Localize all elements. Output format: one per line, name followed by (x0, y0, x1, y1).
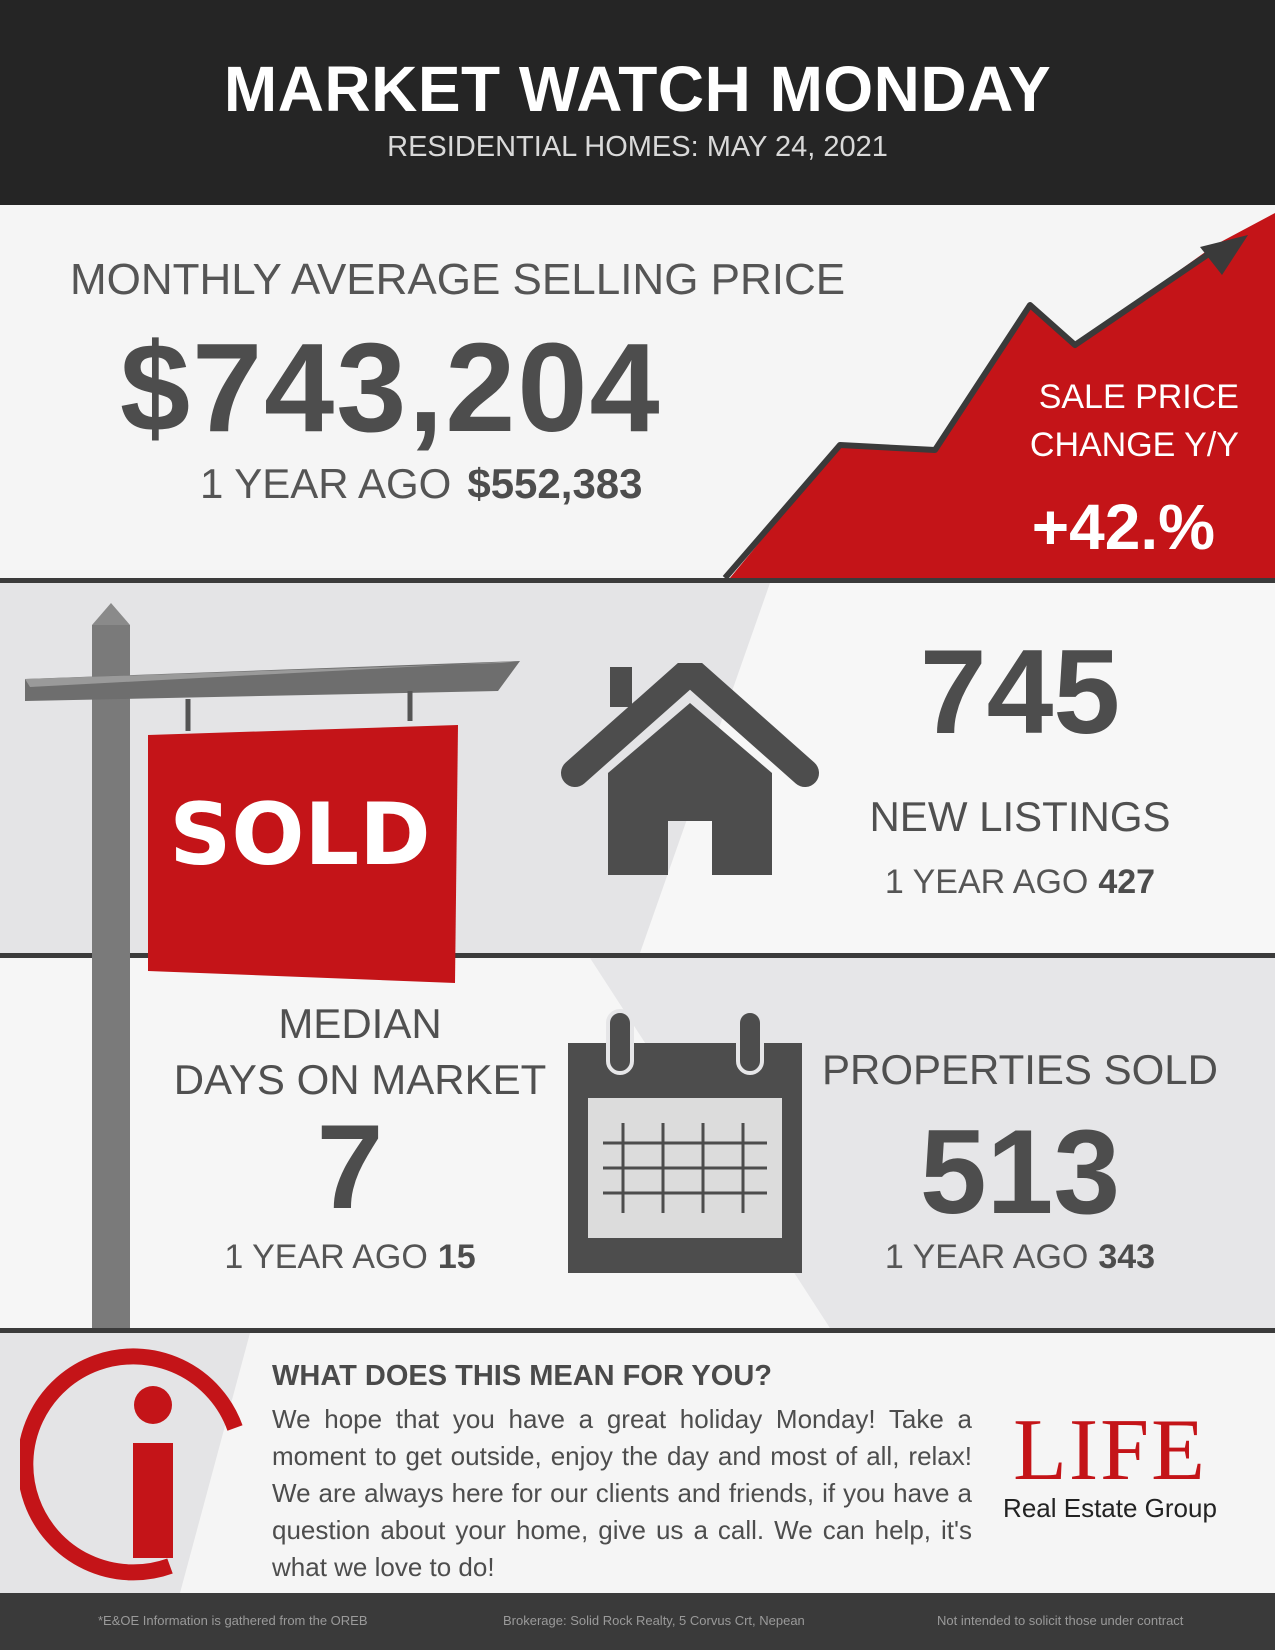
avg-price-ago: 1 YEAR AGO $552,383 (200, 460, 643, 508)
median-days-ago-label: 1 YEAR AGO (224, 1238, 428, 1276)
median-days-label-line2: DAYS ON MARKET (173, 1056, 547, 1103)
sale-change-label-line1: SALE PRICE (1038, 378, 1239, 416)
info-title: WHAT DOES THIS MEAN FOR YOU? (272, 1360, 772, 1392)
new-listings-value: 745 (919, 625, 1121, 759)
new-listings-ago-label: 1 YEAR AGO (884, 863, 1089, 901)
days-sold-section: MEDIAN DAYS ON MARKET 7 1 YEAR AGO 15 PRO… (0, 958, 1275, 1328)
sold-sign-text: SOLD (169, 785, 431, 885)
footer-notice: Not intended to solicit those under cont… (937, 1613, 1184, 1628)
sale-change-label-line2: CHANGE Y/Y (1029, 426, 1239, 464)
page-subtitle: RESIDENTIAL HOMES: MAY 24, 2021 (387, 131, 888, 163)
trend-arrow-icon (722, 213, 1275, 578)
sale-change-value: +42.% (1031, 491, 1215, 563)
properties-sold-value: 513 (919, 1105, 1121, 1239)
median-days-ago: 1 YEAR AGO 15 (180, 1238, 520, 1277)
footer: *E&OE Information is gathered from the O… (0, 1593, 1275, 1650)
sold-sign-icon: SOLD (0, 595, 530, 1330)
calendar-icon (568, 1009, 802, 1273)
new-listings-label: NEW LISTINGS (869, 793, 1171, 840)
properties-sold-label: PROPERTIES SOLD (821, 1046, 1218, 1093)
section-bg-shape (0, 1333, 250, 1593)
divider (0, 578, 1275, 583)
new-listings-ago-value: 427 (1098, 863, 1156, 901)
properties-sold-ago-label: 1 YEAR AGO (884, 1238, 1089, 1276)
header-banner: MARKET WATCH MONDAY RESIDENTIAL HOMES: M… (0, 0, 1275, 205)
properties-sold-ago-value: 343 (1098, 1238, 1156, 1276)
median-days-label-line1: MEDIAN (278, 1000, 442, 1047)
footer-disclaimer: *E&OE Information is gathered from the O… (98, 1613, 368, 1628)
avg-price-ago-label: 1 YEAR AGO (200, 460, 452, 507)
brand-logo: LIFE Real Estate Group (995, 1402, 1225, 1524)
median-days-value: 7 (316, 1100, 384, 1234)
properties-sold-ago: 1 YEAR AGO 343 (860, 1238, 1180, 1277)
house-icon (561, 663, 819, 875)
sale-change-label: SALE PRICE CHANGE Y/Y (979, 373, 1239, 469)
brand-subtitle: Real Estate Group (1003, 1493, 1217, 1523)
info-body: We hope that you have a great holiday Mo… (272, 1404, 972, 1582)
divider (0, 953, 1275, 958)
info-section: WHAT DOES THIS MEAN FOR YOU? We hope tha… (0, 1333, 1275, 1593)
new-listings-ago: 1 YEAR AGO 427 (860, 863, 1180, 902)
avg-price-ago-value: $552,383 (467, 460, 643, 507)
divider (0, 1328, 1275, 1333)
avg-price-value: $743,204 (120, 317, 662, 458)
brand-name: LIFE (1013, 1402, 1207, 1499)
median-days-label: MEDIAN DAYS ON MARKET (150, 996, 570, 1108)
avg-price-label: MONTHLY AVERAGE SELLING PRICE (70, 255, 846, 304)
sold-sign-post (25, 603, 520, 1330)
footer-brokerage: Brokerage: Solid Rock Realty, 5 Corvus C… (503, 1613, 805, 1628)
info-icon (20, 1348, 243, 1581)
page-title: MARKET WATCH MONDAY (223, 53, 1052, 125)
median-days-ago-value: 15 (437, 1238, 476, 1276)
price-section: MONTHLY AVERAGE SELLING PRICE $743,204 1… (0, 205, 1275, 578)
